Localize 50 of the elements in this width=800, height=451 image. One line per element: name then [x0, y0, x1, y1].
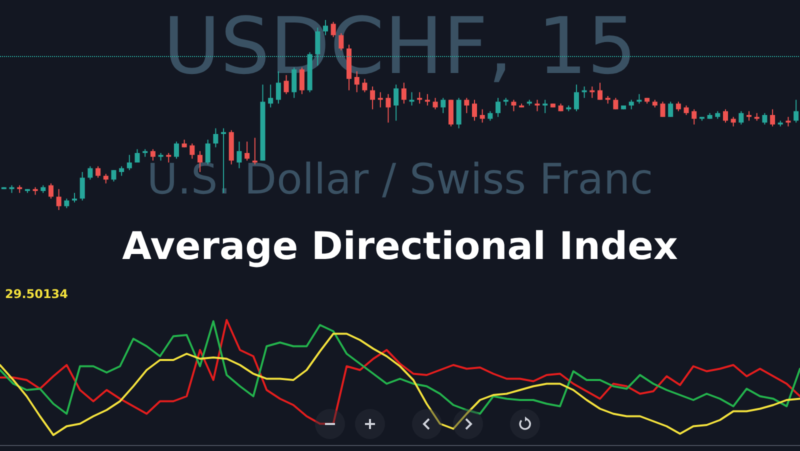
candlestick: [386, 94, 391, 124]
candlestick: [378, 92, 383, 108]
candlestick: [244, 141, 250, 162]
candlestick: [684, 105, 689, 116]
candlestick: [598, 82, 602, 100]
candlestick: [746, 110, 752, 122]
candlestick: [496, 97, 501, 118]
candlestick: [464, 97, 470, 114]
candlestick: [542, 99, 548, 114]
candlestick: [738, 110, 744, 125]
candlestick: [574, 84, 579, 112]
candlestick: [111, 170, 116, 182]
candlestick: [88, 166, 93, 180]
candlestick: [72, 192, 78, 203]
candlestick: [511, 99, 516, 112]
candlestick: [660, 101, 666, 118]
candlestick: [56, 188, 62, 210]
candlestick: [628, 99, 634, 110]
candlestick: [472, 99, 478, 122]
candlestick: [119, 166, 124, 176]
candlestick: [488, 110, 493, 122]
candlestick: [126, 154, 132, 171]
candlestick: [668, 101, 674, 118]
candlestick: [692, 108, 697, 125]
text: 29.50134: [5, 287, 68, 301]
candlestick: [64, 198, 70, 209]
candlestick: [213, 128, 218, 148]
candlestick: [762, 112, 768, 125]
candlestick: [134, 148, 140, 163]
candlestick: [722, 108, 728, 124]
candlestick: [48, 182, 54, 200]
candlestick: [96, 166, 101, 178]
candlestick: [794, 99, 799, 124]
candlestick: [534, 99, 540, 112]
candlestick: [480, 108, 485, 124]
chart-title: Average Directional Index: [122, 224, 678, 268]
candlestick: [676, 101, 681, 112]
candlestick: [394, 84, 399, 122]
candlestick: [786, 116, 791, 127]
candlestick: [236, 141, 242, 169]
candlestick: [370, 86, 376, 110]
candlestick: [174, 141, 179, 160]
candlestick: [417, 92, 422, 104]
candlestick: [770, 108, 776, 127]
candlestick: [730, 116, 736, 127]
candlestick: [440, 97, 446, 114]
candlestick: [103, 173, 108, 184]
candlestick: [80, 172, 85, 201]
candlestick: [613, 97, 618, 110]
candlestick: [432, 97, 438, 110]
